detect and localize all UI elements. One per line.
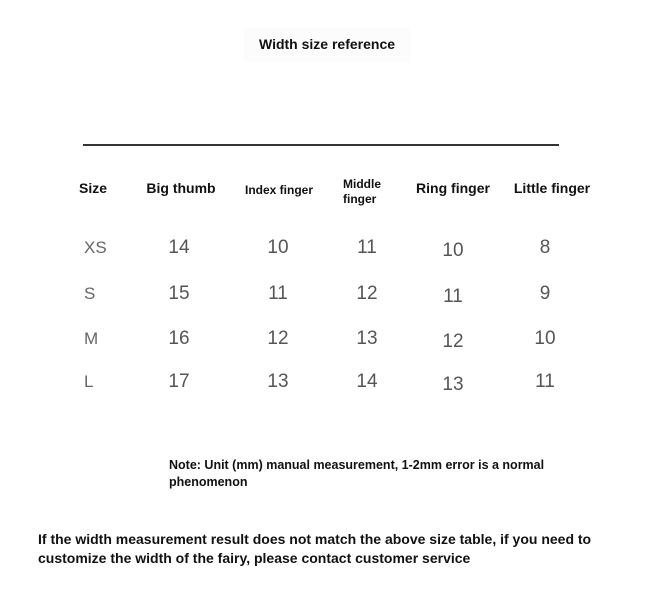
table-cell: 15	[168, 283, 190, 304]
table-cell: 13	[442, 374, 464, 395]
table-cell: 14	[356, 371, 378, 392]
table-cell: 10	[534, 328, 556, 349]
size-label: S	[84, 284, 96, 303]
size-label: L	[84, 372, 94, 391]
table-cell: 12	[267, 328, 289, 349]
divider	[83, 144, 559, 146]
column-header: Big thumb	[146, 180, 216, 196]
measurement-note: Note: Unit (mm) manual measurement, 1-2m…	[169, 458, 545, 489]
table-cell: 11	[357, 237, 377, 258]
table-cell: 8	[539, 237, 551, 258]
size-label: XS	[84, 238, 107, 257]
column-header: Little finger	[513, 180, 591, 196]
column-header: Size	[78, 180, 108, 196]
table-cell: 11	[268, 283, 288, 304]
page-title: Width size reference	[244, 28, 410, 62]
table-cell: 10	[442, 240, 464, 261]
table-cell: 10	[267, 237, 289, 258]
table-cell: 17	[168, 371, 190, 392]
column-header: Index finger	[244, 183, 314, 197]
table-cell: 11	[535, 371, 555, 392]
column-header: Middle finger	[343, 177, 381, 206]
table-cell: 13	[356, 328, 378, 349]
size-label: M	[84, 329, 99, 348]
table-cell: 12	[356, 283, 378, 304]
table-cell: 9	[539, 283, 551, 304]
table-cell: 16	[168, 328, 190, 349]
table-cell: 11	[443, 286, 463, 307]
customization-notice: If the width measurement result does not…	[38, 531, 592, 566]
table-cell: 12	[442, 331, 464, 352]
column-header: Ring finger	[416, 180, 490, 196]
table-cell: 14	[168, 237, 190, 258]
table-cell: 13	[267, 371, 289, 392]
